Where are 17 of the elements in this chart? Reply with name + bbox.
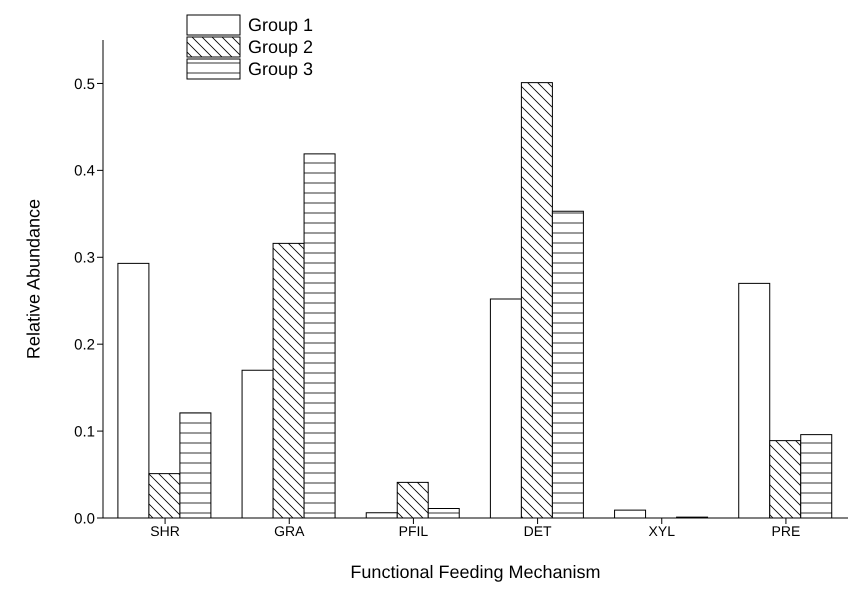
- y-tick-label: 0.5: [74, 76, 95, 93]
- x-tick-label: SHR: [150, 522, 180, 539]
- x-axis-title: Functional Feeding Mechanism: [350, 562, 601, 582]
- x-tick-label: PRE: [772, 522, 800, 539]
- x-tick-label: GRA: [274, 522, 306, 539]
- y-tick-label: 0.4: [74, 162, 95, 180]
- legend-label: Group 3: [248, 58, 314, 80]
- y-tick-label: 0.3: [74, 250, 95, 267]
- y-tick-label: 0.0: [74, 510, 95, 528]
- x-tick-label: PFIL: [398, 522, 428, 539]
- x-tick-label: DET: [524, 522, 552, 539]
- x-tick-label: XYL: [648, 522, 676, 539]
- legend-label: Group 2: [248, 36, 314, 58]
- y-axis-title: Relative Abundance: [23, 198, 44, 360]
- legend-label: Group 1: [248, 14, 314, 36]
- y-tick-label: 0.2: [74, 336, 95, 354]
- y-tick-label: 0.1: [74, 423, 95, 440]
